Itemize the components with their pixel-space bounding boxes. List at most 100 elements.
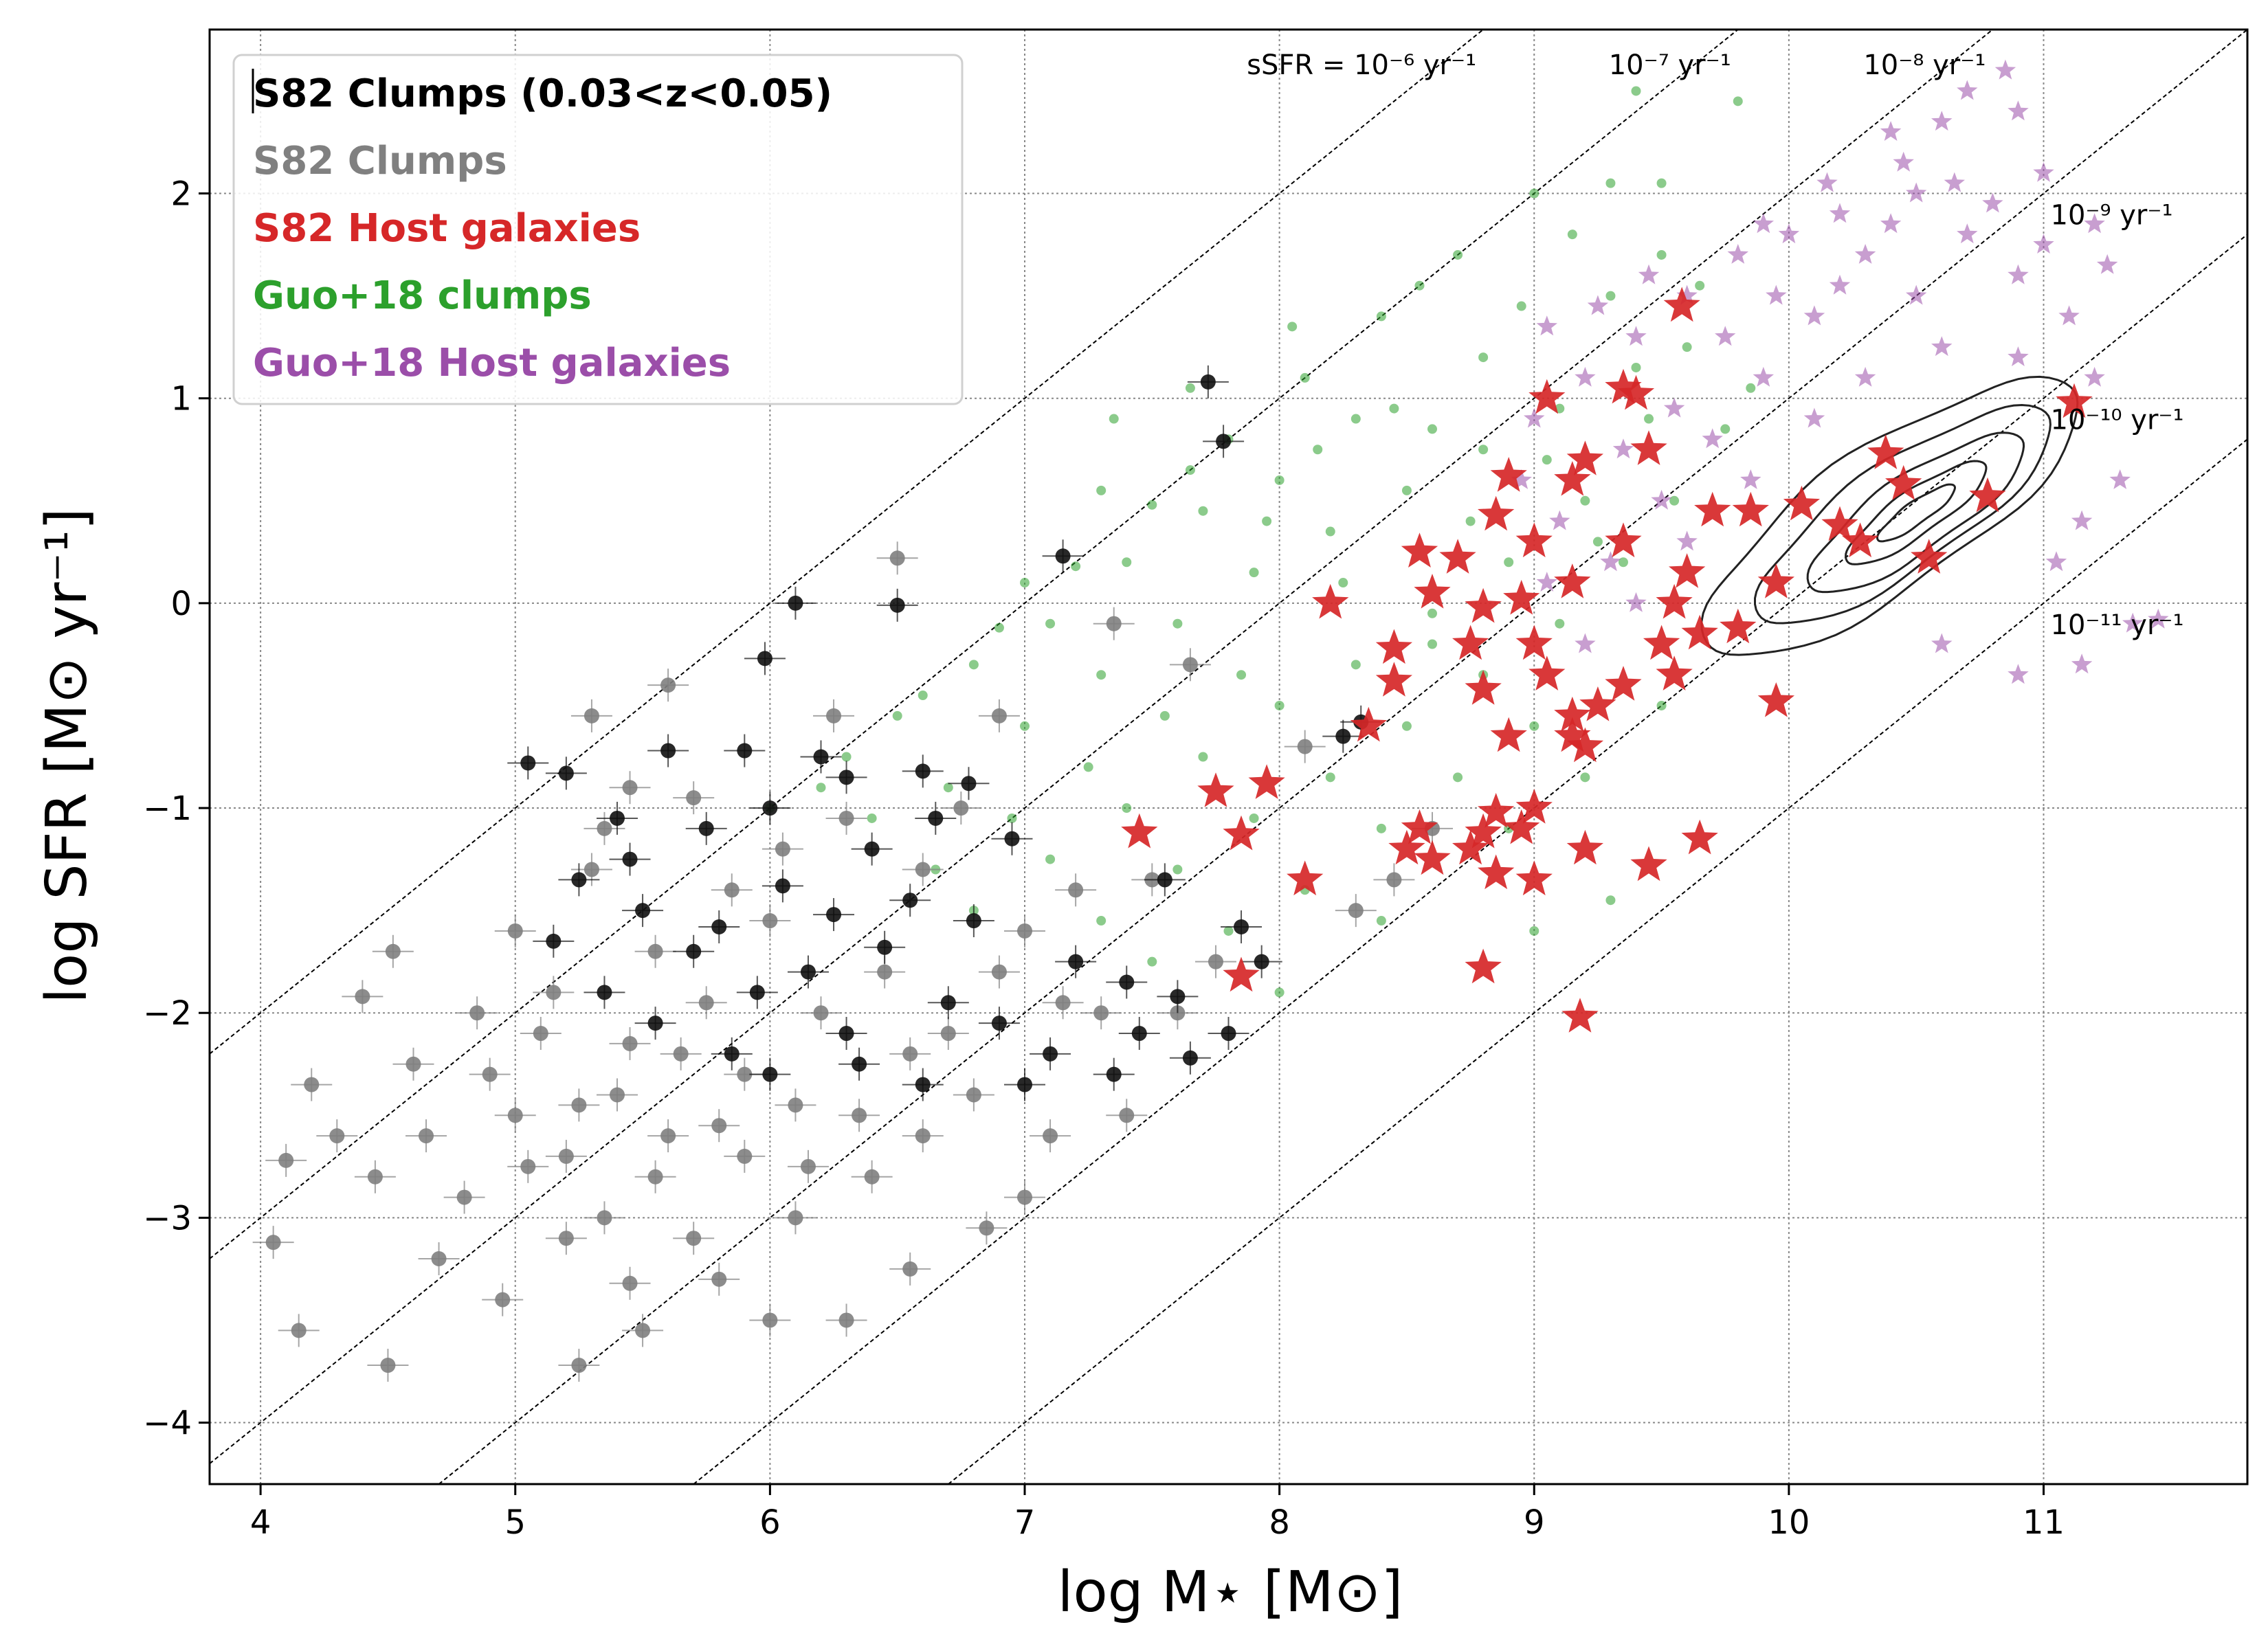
data-point-circle	[1350, 660, 1361, 670]
data-point-circle	[813, 1005, 829, 1021]
data-point-star	[1465, 670, 1502, 705]
data-point-circle	[1043, 1046, 1058, 1062]
data-point-circle	[1093, 1005, 1109, 1021]
data-point-circle	[1287, 322, 1298, 332]
data-point-star	[2096, 254, 2118, 274]
ssfr-lines	[209, 29, 2248, 1485]
data-point-circle	[1221, 1026, 1236, 1042]
data-point-star	[1880, 213, 1902, 234]
data-point-star	[1663, 397, 1685, 418]
data-point-star	[1515, 860, 1553, 896]
data-point-circle	[961, 776, 977, 792]
data-point-circle	[892, 710, 902, 721]
data-point-star	[1452, 829, 1489, 865]
y-tick-label: 1	[170, 380, 192, 418]
data-point-circle	[1350, 414, 1361, 424]
data-point-circle	[724, 1046, 740, 1062]
data-point-star	[1625, 592, 1647, 612]
data-point-star	[1478, 495, 1515, 531]
data-point-circle	[737, 1148, 753, 1164]
ssfr-label: 10⁻⁸ yr⁻¹	[1863, 49, 1986, 81]
data-point-circle	[1185, 465, 1195, 475]
data-point-circle	[1348, 903, 1364, 919]
data-point-circle	[838, 810, 854, 826]
data-point-circle	[1516, 301, 1526, 311]
data-point-circle	[1427, 424, 1437, 434]
data-point-star	[1223, 956, 1260, 992]
data-point-circle	[813, 749, 829, 765]
data-point-circle	[1733, 96, 1743, 106]
data-point-circle	[1236, 670, 1247, 680]
ssfr-line	[209, 29, 1739, 1259]
data-point-circle	[507, 923, 523, 939]
data-point-circle	[1043, 1128, 1058, 1144]
data-point-star	[1625, 326, 1647, 346]
data-point-circle	[940, 1026, 956, 1042]
data-point-circle	[533, 1026, 548, 1042]
data-point-circle	[1401, 485, 1412, 495]
data-point-circle	[1109, 414, 1119, 424]
data-point-circle	[1376, 823, 1386, 833]
data-point-circle	[788, 1210, 803, 1226]
data-point-circle	[867, 813, 877, 823]
data-point-circle	[788, 1097, 803, 1113]
data-point-star	[1515, 789, 1553, 824]
data-point-star	[1554, 461, 1591, 496]
data-point-star	[1350, 706, 1387, 742]
data-point-star	[2071, 510, 2093, 530]
contour-level-2	[1754, 403, 2052, 625]
data-point-circle	[1071, 561, 1081, 572]
data-point-circle	[915, 1077, 931, 1092]
legend: S82 Clumps (0.03<z<0.05) S82 Clumps S82 …	[232, 54, 964, 405]
data-point-circle	[1656, 700, 1667, 710]
data-point-star	[1957, 223, 1978, 244]
data-point-star	[1656, 655, 1693, 691]
data-point-circle	[1119, 974, 1135, 990]
data-point-circle	[660, 1128, 676, 1144]
data-point-circle	[1529, 188, 1539, 199]
data-point-circle	[380, 1358, 396, 1373]
data-point-circle	[1465, 516, 1476, 526]
data-point-circle	[889, 597, 905, 613]
data-point-star	[1223, 815, 1260, 851]
data-point-star	[1732, 491, 1769, 527]
data-point-circle	[1208, 954, 1223, 969]
data-point-circle	[1182, 657, 1198, 673]
data-point-circle	[647, 943, 663, 959]
data-point-star	[1829, 274, 1851, 295]
data-point-star	[1566, 829, 1603, 865]
data-point-circle	[852, 1108, 867, 1123]
data-point-circle	[826, 907, 842, 923]
data-point-circle	[278, 1152, 294, 1168]
data-point-circle	[1414, 280, 1425, 291]
data-point-star	[1465, 813, 1502, 849]
legend-box	[232, 54, 964, 405]
data-point-circle	[737, 1066, 753, 1082]
y-tick-label: −2	[143, 994, 192, 1033]
data-point-circle	[1200, 374, 1216, 390]
data-point-star	[1829, 203, 1851, 223]
data-point-star	[2071, 653, 2093, 674]
data-point-circle	[1249, 813, 1259, 823]
data-point-circle	[495, 1292, 511, 1308]
data-point-star	[1605, 522, 1642, 558]
data-point-star	[1566, 727, 1603, 763]
ssfr-labels: sSFR = 10⁻⁶ yr⁻¹ 10⁻⁷ yr⁻¹ 10⁻⁸ yr⁻¹ 10⁻⁹ y…	[1247, 49, 2183, 641]
data-point-circle	[291, 1323, 307, 1338]
y-tick-label: 2	[170, 175, 192, 214]
data-point-star	[1575, 633, 1596, 653]
ssfr-line	[693, 234, 2248, 1485]
data-point-circle	[355, 989, 370, 1005]
data-point-circle	[1045, 618, 1056, 629]
data-point-star	[1656, 583, 1693, 619]
data-point-star	[1575, 366, 1596, 387]
data-point-circle	[367, 1169, 383, 1185]
data-point-star	[1638, 264, 1660, 284]
data-point-circle	[1274, 700, 1285, 710]
data-point-circle	[482, 1066, 498, 1082]
ssfr-line	[209, 29, 1484, 1055]
data-point-circle	[711, 1271, 727, 1287]
data-point-circle	[1096, 485, 1107, 495]
data-point-circle	[1262, 516, 1272, 526]
